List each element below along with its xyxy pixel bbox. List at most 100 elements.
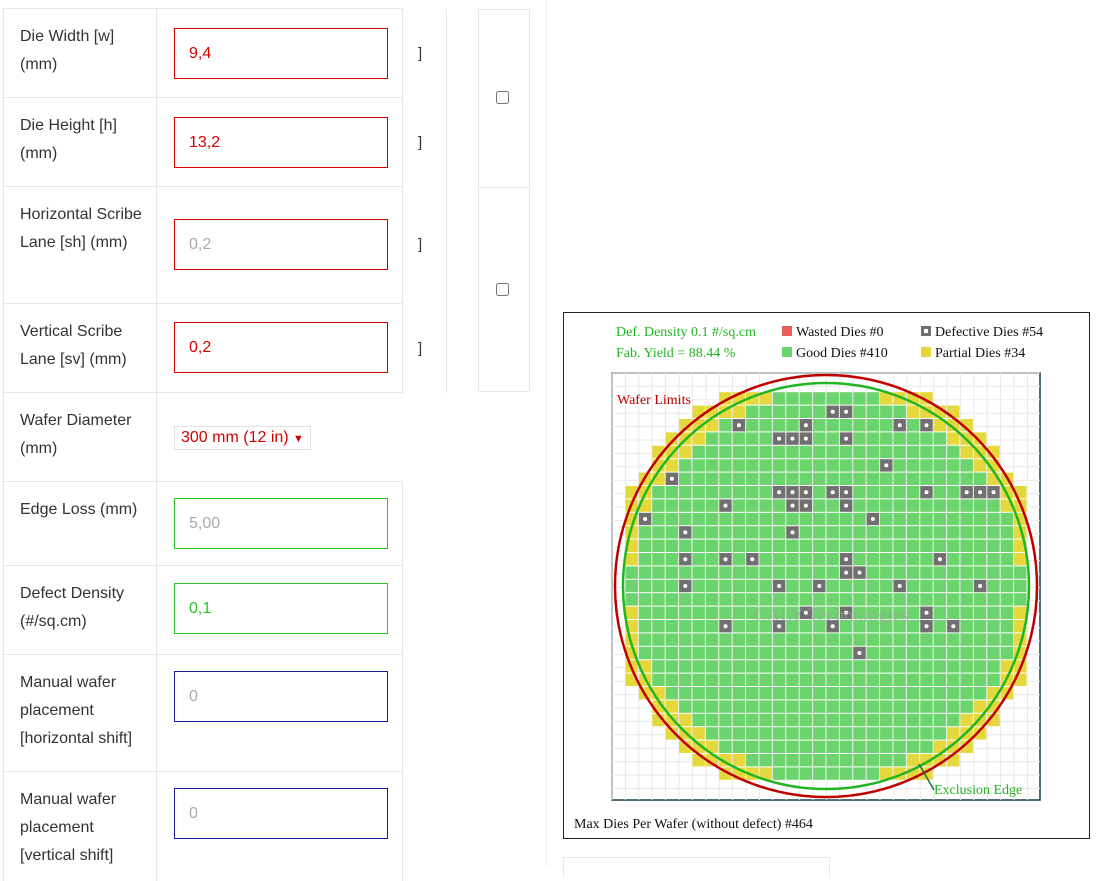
good-die — [732, 606, 746, 619]
good-die — [813, 566, 826, 579]
link-checkbox-column — [478, 9, 530, 392]
good-die — [705, 606, 719, 619]
max-dies-text: Max Dies Per Wafer (without defect) #464 — [574, 817, 813, 832]
edge-loss-input[interactable] — [174, 498, 388, 549]
good-die — [920, 432, 933, 445]
good-die — [947, 539, 960, 552]
next-panel — [563, 857, 830, 878]
good-die — [799, 620, 813, 633]
link-scribe-lane-checkbox[interactable] — [496, 283, 509, 296]
v-scribe-input[interactable] — [174, 322, 388, 373]
good-die — [692, 673, 705, 686]
good-die — [920, 633, 933, 646]
good-die — [732, 459, 746, 472]
wafer-diameter-select[interactable]: 300 mm (12 in) ▼ — [174, 426, 311, 450]
good-die — [973, 593, 987, 606]
good-die — [813, 499, 826, 512]
good-die — [719, 673, 732, 686]
good-die — [893, 620, 906, 633]
defect-marker — [844, 436, 849, 441]
defect-marker — [683, 557, 688, 562]
good-die — [705, 539, 719, 552]
good-die — [638, 606, 652, 619]
defect-marker — [750, 557, 755, 562]
good-die — [665, 673, 679, 686]
good-die — [705, 526, 719, 539]
good-die — [920, 673, 933, 686]
good-die — [893, 673, 906, 686]
good-die — [799, 566, 813, 579]
h-shift-input[interactable] — [174, 671, 388, 722]
good-die — [893, 566, 906, 579]
good-die — [799, 700, 813, 713]
partial-die — [973, 727, 987, 740]
good-die — [772, 660, 786, 673]
def-density-text: Def. Density 0.1 #/sq.cm — [616, 325, 756, 340]
good-die — [933, 727, 947, 740]
good-die — [732, 486, 746, 499]
good-die — [692, 700, 705, 713]
good-die — [866, 539, 880, 552]
link-die-size-checkbox[interactable] — [496, 91, 509, 104]
good-die — [933, 579, 947, 593]
good-die — [759, 687, 772, 700]
good-die — [853, 687, 866, 700]
good-die — [679, 633, 692, 646]
good-die — [692, 593, 705, 606]
good-die — [813, 419, 826, 432]
good-die — [826, 673, 839, 686]
good-die — [987, 526, 1000, 539]
good-die — [987, 566, 1000, 579]
good-die — [866, 566, 880, 579]
good-die — [665, 539, 679, 552]
good-die — [719, 472, 732, 485]
partial-die — [933, 740, 947, 753]
good-die — [1014, 579, 1027, 593]
good-die — [799, 472, 813, 485]
good-die — [960, 700, 973, 713]
good-die — [853, 459, 866, 472]
good-die — [652, 486, 665, 499]
defect-marker — [669, 476, 674, 481]
good-die — [906, 445, 920, 459]
defect-density-input[interactable] — [174, 583, 388, 634]
v-shift-input[interactable] — [174, 788, 388, 839]
good-die — [933, 499, 947, 512]
good-die — [786, 633, 799, 646]
good-die — [679, 499, 692, 512]
good-die — [839, 633, 853, 646]
good-die — [987, 512, 1000, 526]
good-die — [866, 419, 880, 432]
good-die — [759, 405, 772, 418]
exclusion-edge-circle — [621, 381, 1031, 791]
good-die — [692, 566, 705, 579]
good-die — [746, 620, 759, 633]
column-divider — [546, 0, 547, 867]
good-die — [692, 660, 705, 673]
h-scribe-input[interactable] — [174, 219, 388, 270]
defect-marker — [844, 503, 849, 508]
good-die — [759, 646, 772, 660]
good-die — [906, 687, 920, 700]
die-height-input[interactable] — [174, 117, 388, 168]
defect-marker — [830, 490, 835, 495]
good-die — [638, 620, 652, 633]
good-die — [719, 579, 732, 593]
good-die — [719, 687, 732, 700]
good-die — [880, 512, 893, 526]
die-width-input[interactable] — [174, 28, 388, 79]
good-die — [813, 593, 826, 606]
defect-marker — [777, 584, 782, 588]
partial-die — [705, 740, 719, 753]
good-die — [679, 472, 692, 485]
good-die — [947, 445, 960, 459]
good-die — [692, 539, 705, 552]
good-die — [746, 405, 759, 418]
good-die — [759, 633, 772, 646]
good-die — [826, 566, 839, 579]
good-die — [772, 687, 786, 700]
good-die — [826, 713, 839, 727]
good-die — [947, 459, 960, 472]
partial-die — [692, 432, 705, 445]
good-die — [933, 526, 947, 539]
